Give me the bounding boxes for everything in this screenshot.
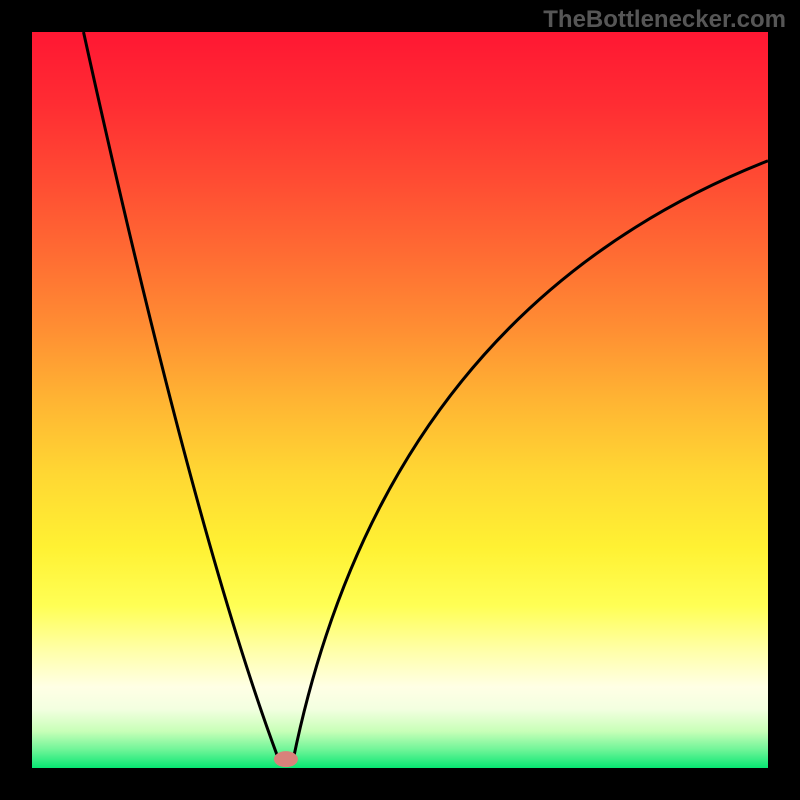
plot-area	[32, 32, 768, 768]
chart-frame: TheBottlenecker.com	[0, 0, 800, 800]
plot-background	[32, 32, 768, 768]
bottleneck-curve	[32, 32, 768, 768]
watermark-text: TheBottlenecker.com	[543, 6, 786, 34]
minimum-marker	[274, 751, 298, 767]
